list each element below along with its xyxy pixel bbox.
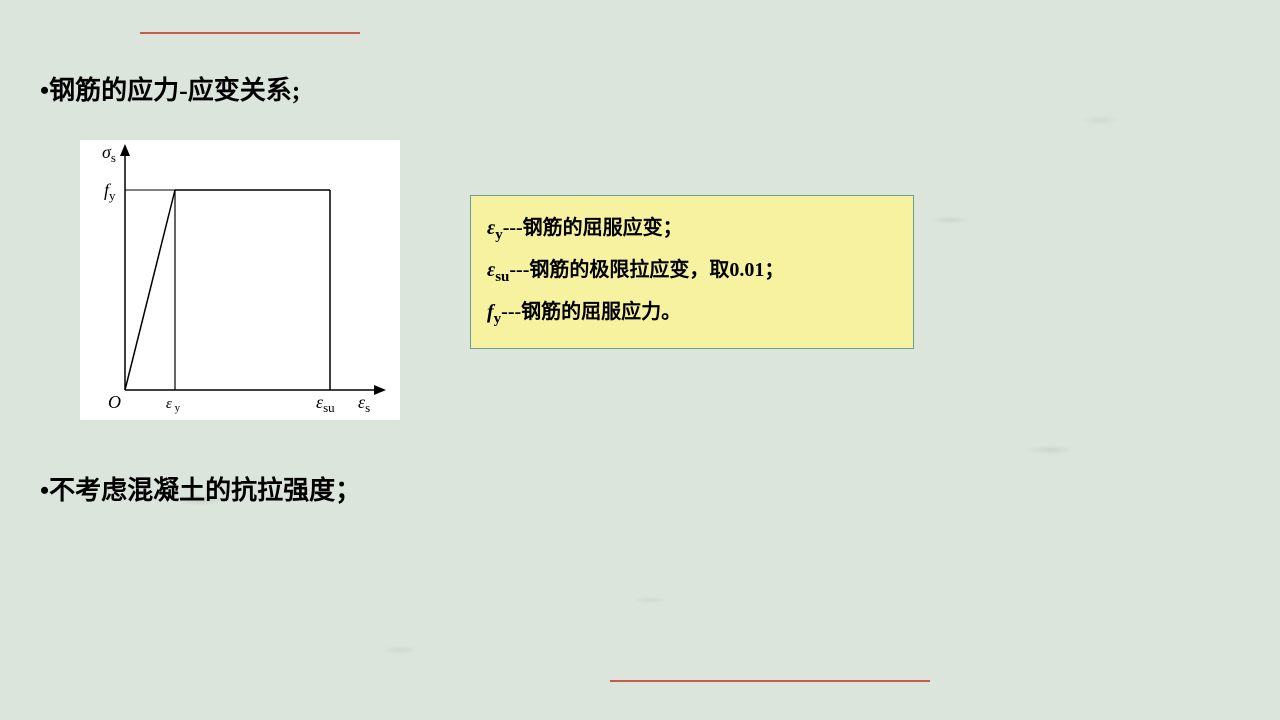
stress-strain-graph: σs fy O ε y εsu εs (80, 140, 400, 420)
legend-box: εy---钢筋的屈服应变； εsu---钢筋的极限拉应变，取0.01； fy--… (470, 195, 914, 349)
label-sigma-s: σs (102, 142, 116, 165)
label-eps-y: ε y (166, 396, 181, 414)
label-eps-s: εs (358, 392, 370, 415)
y-axis-arrow (120, 144, 130, 156)
curve-elastic (125, 190, 175, 390)
label-eps-su: εsu (316, 392, 335, 415)
legend-line-2: εsu---钢筋的极限拉应变，取0.01； (487, 250, 897, 292)
accent-line-top (140, 32, 360, 34)
bullet-stress-strain: •钢筋的应力-应变关系; (40, 70, 300, 107)
accent-line-bottom (610, 680, 930, 682)
x-axis-arrow (374, 385, 386, 395)
legend-line-1: εy---钢筋的屈服应变； (487, 208, 897, 250)
legend-line-3: fy---钢筋的屈服应力。 (487, 292, 897, 334)
label-fy: fy (104, 180, 116, 203)
label-origin: O (108, 392, 121, 412)
bullet-no-tensile: •不考虑混凝土的抗拉强度； (40, 470, 361, 507)
